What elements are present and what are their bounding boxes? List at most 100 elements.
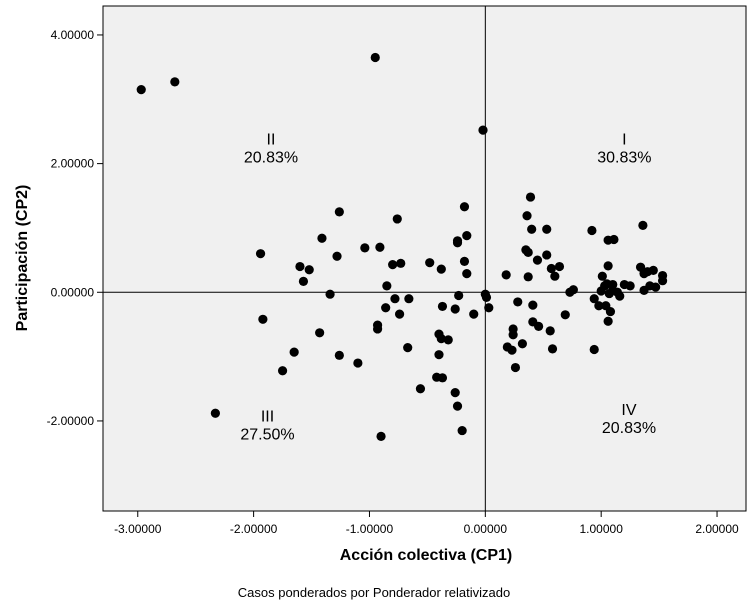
scatter-chart: -3.00000 -2.00000 -1.00000 0.00000 1.00000 2.… [14, 5, 747, 564]
data-point [587, 225, 597, 236]
data-point [550, 271, 560, 281]
data-point [459, 256, 470, 266]
x-tick-label: 0.00000 [464, 522, 508, 536]
data-point [560, 310, 570, 320]
x-axis: -3.00000 -2.00000 -1.00000 0.00000 1.00000 2.… [114, 511, 739, 536]
data-point [437, 373, 448, 383]
data-point [295, 261, 305, 272]
data-point [648, 265, 658, 276]
data-point [545, 326, 555, 336]
data-point [452, 401, 463, 411]
data-point [462, 231, 472, 241]
data-point [565, 287, 575, 297]
data-point [462, 269, 472, 279]
x-tick-label: -2.00000 [230, 522, 278, 536]
data-point [372, 324, 383, 334]
data-point [332, 251, 342, 261]
data-point [376, 431, 386, 441]
data-point [255, 249, 266, 259]
data-point [484, 303, 494, 313]
data-point [594, 301, 604, 311]
quadrant-percent: 27.50% [240, 426, 294, 443]
data-point [298, 276, 309, 286]
quadrant-numeral: I [622, 132, 626, 149]
data-point [609, 234, 619, 245]
x-axis-title: Acción colectiva (CP1) [340, 547, 513, 564]
y-axis-title: Participación (CP2) [14, 185, 31, 332]
data-point [639, 285, 649, 295]
data-point [370, 52, 380, 63]
x-tick-label: -1.00000 [346, 522, 394, 536]
data-point [315, 328, 325, 338]
data-point [481, 292, 492, 303]
data-point [396, 258, 406, 268]
data-point [603, 316, 613, 326]
data-point [360, 243, 370, 253]
data-point [510, 362, 521, 373]
data-point [437, 301, 448, 312]
data-point [542, 250, 552, 260]
data-point [546, 263, 556, 274]
quadrant-percent: 20.83% [244, 150, 298, 167]
data-point [353, 358, 363, 368]
data-point [542, 224, 552, 234]
data-point [459, 202, 470, 212]
quadrant-numeral: II [267, 132, 276, 149]
data-point [638, 220, 648, 230]
data-point [450, 304, 460, 314]
data-point [478, 125, 488, 135]
data-point [334, 350, 344, 360]
data-point [508, 330, 518, 340]
data-point [403, 342, 413, 353]
data-point [277, 366, 288, 376]
quadrant-percent: 30.83% [597, 150, 651, 167]
data-point [334, 207, 344, 217]
data-point [554, 261, 565, 272]
data-point [454, 290, 464, 301]
quadrant-numeral: III [261, 408, 274, 425]
data-point [289, 347, 299, 357]
data-point [434, 350, 444, 360]
data-point [425, 258, 435, 268]
data-point [651, 282, 661, 292]
y-axis: -2.00000 0.00000 2.00000 4.00000 [47, 28, 103, 428]
footnote: Casos ponderados por Ponderador relativi… [237, 585, 511, 600]
data-point [527, 224, 537, 234]
y-tick-label: -2.00000 [47, 414, 95, 428]
data-point [381, 303, 391, 313]
y-tick-label: 2.00000 [51, 157, 95, 171]
data-point [210, 408, 220, 418]
data-point [258, 314, 268, 324]
y-tick-label: 0.00000 [51, 285, 95, 299]
y-tick-label: 4.00000 [51, 28, 95, 42]
data-point [528, 300, 538, 310]
data-point [415, 384, 426, 394]
data-point [382, 281, 392, 291]
data-point [603, 261, 613, 271]
data-point [325, 289, 335, 299]
data-point [170, 77, 180, 87]
data-point [597, 271, 607, 281]
data-point [457, 425, 467, 436]
data-point [532, 255, 543, 265]
data-point [392, 214, 402, 224]
data-point [604, 288, 614, 299]
data-point [436, 264, 446, 274]
data-point [589, 344, 599, 355]
data-point [625, 281, 635, 291]
x-tick-label: -3.00000 [114, 522, 162, 536]
reference-lines [103, 6, 746, 511]
data-point [136, 85, 146, 95]
data-point [615, 291, 625, 301]
data-point [523, 272, 533, 282]
data-point [522, 211, 532, 221]
data-point [450, 388, 460, 398]
data-point [375, 242, 385, 252]
data-point [452, 238, 463, 248]
data-point [517, 339, 527, 349]
data-point [525, 192, 536, 202]
plot-area [102, 5, 747, 512]
data-point [534, 321, 544, 331]
data-point [523, 247, 533, 257]
